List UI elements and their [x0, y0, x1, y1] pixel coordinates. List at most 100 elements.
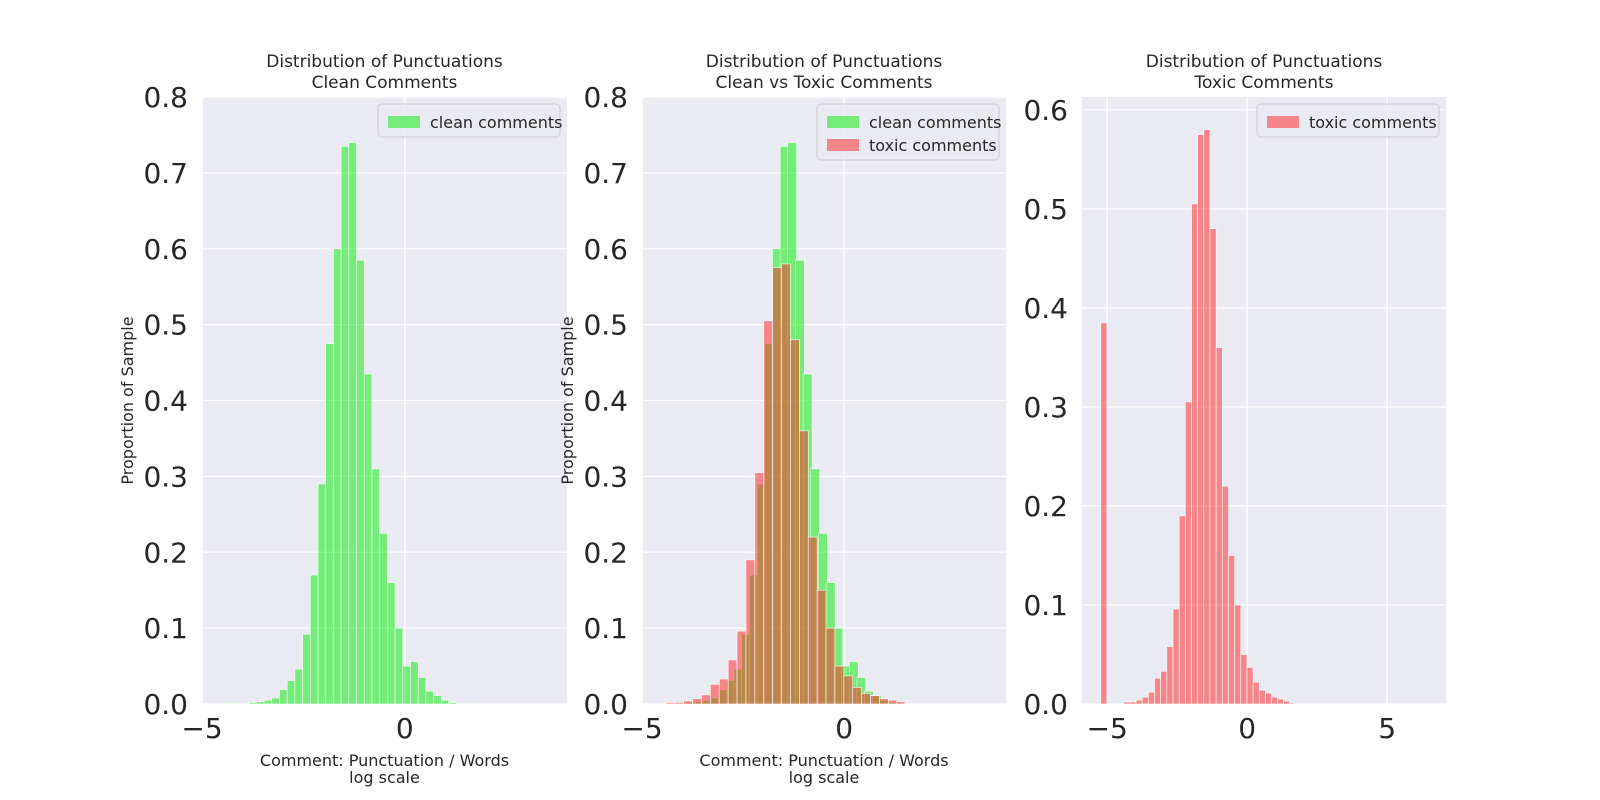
y-tick-label: 0.8 — [143, 81, 188, 114]
x-tick-label: −5 — [1087, 712, 1128, 745]
y-tick-label: 0.2 — [1023, 490, 1068, 523]
y-tick-label: 0.4 — [143, 385, 188, 418]
y-tick-label: 0.3 — [583, 460, 628, 493]
histogram-bar — [710, 683, 720, 705]
histogram-bar — [1123, 701, 1131, 705]
histogram-bar — [1277, 698, 1285, 705]
histogram-bar — [1265, 692, 1272, 705]
y-tick-label: 0.3 — [143, 460, 188, 493]
legend-swatch — [827, 116, 859, 128]
histogram-bar — [402, 665, 411, 705]
histogram-bar — [379, 532, 388, 705]
histogram-bar — [1252, 681, 1260, 705]
chart-title: Distribution of Punctuations — [266, 52, 503, 72]
histogram-bar — [225, 702, 234, 705]
histogram-bar — [456, 702, 465, 705]
histogram-bar — [904, 702, 914, 705]
y-tick-label: 0.5 — [583, 309, 628, 342]
histogram-bar — [879, 698, 889, 705]
chart-panel-2: 0.0 0.1 0.2 0.3 0.4 0.5 0.6 0.7 0.8 −5 0 Distributi… — [558, 52, 1006, 787]
legend-swatch — [1267, 116, 1299, 128]
y-tick-label: 0.1 — [1023, 589, 1068, 622]
histogram-bar — [763, 320, 773, 705]
y-axis-label: Proportion of Sample — [118, 316, 137, 484]
histogram-bar — [816, 589, 827, 705]
x-axis-label: log scale — [349, 768, 420, 787]
histogram-bar — [448, 702, 457, 705]
histogram-bar — [333, 248, 342, 705]
chart-title: Distribution of Punctuations — [1146, 52, 1383, 72]
histogram-bar — [896, 701, 906, 705]
legend-box — [1256, 103, 1440, 138]
histogram-bar — [1221, 485, 1229, 705]
legend: clean comments toxic comments — [816, 103, 1001, 161]
histogram-bar — [464, 702, 473, 705]
histogram-bar — [1246, 667, 1254, 705]
histogram-bar — [248, 702, 257, 705]
y-tick-label: 0.0 — [583, 688, 628, 721]
histogram-bar — [1166, 646, 1174, 705]
histogram-bar — [1191, 203, 1198, 705]
histogram-bar — [440, 699, 450, 705]
x-axis-label: log scale — [789, 768, 860, 787]
legend-swatch — [827, 139, 859, 151]
histogram-bar — [674, 702, 684, 705]
histogram-bar — [1197, 134, 1205, 705]
histogram-bar — [1185, 401, 1192, 705]
legend-label: toxic comments — [1309, 113, 1437, 132]
x-tick-label: 0 — [1238, 712, 1256, 745]
legend: toxic comments — [1256, 103, 1440, 138]
histogram-bar — [1100, 322, 1108, 705]
histogram-bar — [410, 661, 419, 705]
y-tick-label: 0.5 — [1023, 193, 1068, 226]
histogram-bar — [754, 472, 765, 705]
histogram-bar — [1283, 700, 1290, 705]
histogram-bar — [240, 702, 249, 705]
y-tick-label: 0.1 — [583, 612, 628, 645]
histogram-bar — [256, 701, 265, 705]
histogram-bar — [263, 699, 273, 705]
legend-label: clean comments — [430, 113, 562, 132]
histogram-bar — [1228, 555, 1235, 705]
x-tick-label: 0 — [396, 712, 414, 745]
x-axis-label: Comment: Punctuation / Words — [699, 751, 948, 770]
legend-label: clean comments — [869, 113, 1001, 132]
x-tick-label: −5 — [621, 712, 662, 745]
y-tick-label: 0.2 — [143, 536, 188, 569]
histogram-bar — [701, 694, 711, 705]
histogram-bar — [325, 343, 334, 705]
histogram-bar — [433, 695, 442, 705]
histogram-bar — [1154, 677, 1161, 705]
histogram-bar — [271, 697, 280, 705]
histogram-bar — [807, 536, 818, 705]
histogram-bar — [888, 699, 898, 705]
y-tick-label: 0.0 — [143, 688, 188, 721]
y-tick-label: 0.6 — [583, 233, 628, 266]
histogram-bar — [302, 633, 311, 705]
chart-panel-3: 0.0 0.1 0.2 0.3 0.4 0.5 0.6 −5 0 5 Distribution of… — [1023, 52, 1446, 745]
histogram-bar — [394, 627, 404, 705]
histogram-bar — [1209, 228, 1217, 705]
histogram-bar — [1215, 347, 1223, 705]
histogram-bar — [294, 668, 303, 705]
histogram-bar — [286, 680, 296, 705]
histogram-bar — [861, 693, 871, 705]
histogram-bar — [665, 702, 676, 705]
histogram-bar — [371, 468, 380, 705]
histogram-bar — [772, 267, 782, 705]
histogram-bar — [417, 677, 427, 705]
y-tick-label: 0.1 — [143, 612, 188, 645]
histogram-bar — [1271, 696, 1279, 705]
histogram-bar — [825, 627, 836, 705]
histogram-bar — [790, 339, 800, 705]
y-tick-label: 0.0 — [1023, 688, 1068, 721]
x-tick-label: 5 — [1378, 712, 1396, 745]
x-tick-label: −5 — [181, 712, 222, 745]
histogram-bar — [1288, 702, 1296, 705]
plot-background — [1082, 97, 1446, 704]
histogram-bar — [356, 259, 365, 705]
y-tick-label: 0.7 — [583, 157, 628, 190]
y-tick-label: 0.3 — [1023, 391, 1068, 424]
histogram-bar — [718, 678, 729, 705]
